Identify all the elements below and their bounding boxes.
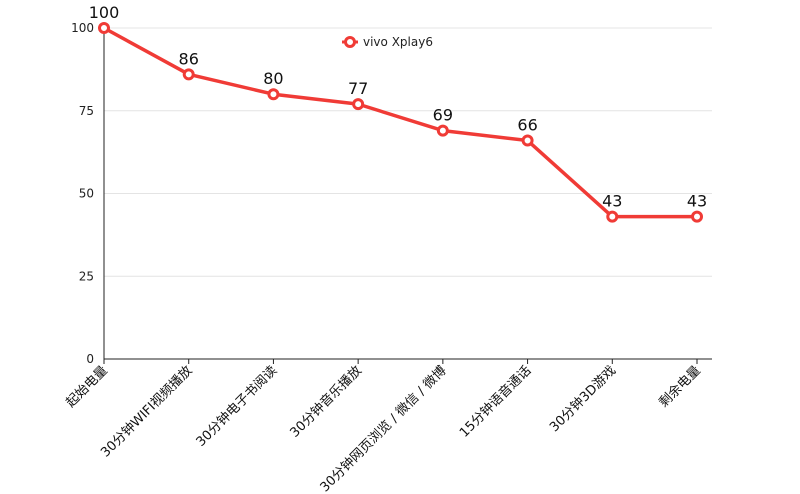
x-tick-label: 30分钟WIFI视频播放 [98,363,196,461]
data-labels: 100 86 80 77 69 66 43 43 [89,3,707,211]
data-point [352,98,365,111]
legend-label: vivo Xplay6 [363,35,433,49]
data-label: 86 [179,49,199,68]
data-point [98,22,110,34]
data-label: 77 [348,79,368,98]
x-tick-label: 30分钟3D游戏 [546,363,619,436]
series-line [102,26,699,219]
y-tick-label: 100 [71,21,94,35]
data-point [267,88,280,101]
x-tick-label: 起始电量 [63,363,110,410]
x-tick-label: 剩余电量 [656,363,704,411]
y-tick-label: 50 [79,187,94,201]
y-tick-label: 75 [79,104,94,118]
y-axis: 0 25 50 75 100 [71,21,105,366]
data-point [436,124,449,137]
data-point [691,210,703,223]
y-tick-label: 0 [86,352,94,366]
data-label: 43 [687,192,707,211]
x-tick-label: 30分钟音乐播放 [287,363,365,441]
x-tick-label: 15分钟语音通话 [456,363,534,441]
data-point [521,134,534,147]
data-label: 66 [517,116,537,135]
data-label: 43 [602,192,622,211]
data-label: 100 [89,3,120,22]
data-label: 69 [433,106,453,125]
y-tick-label: 25 [79,269,94,283]
legend: vivo Xplay6 [342,35,433,49]
x-tick-label: 30分钟电子书阅读 [193,363,280,450]
data-point [182,68,195,81]
legend-marker-swatch [344,36,356,48]
grid-lines [104,27,712,277]
series-layer [98,22,703,223]
data-point [606,210,619,223]
data-label: 80 [263,69,283,88]
